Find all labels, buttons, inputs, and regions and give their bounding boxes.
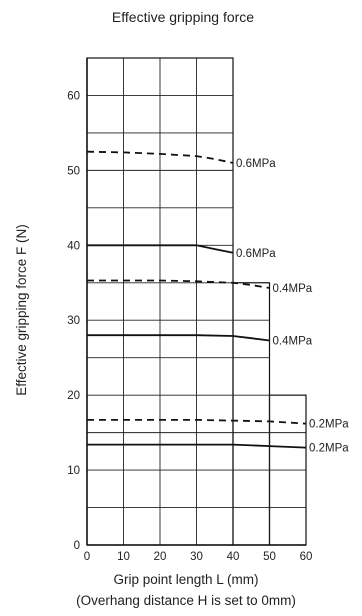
series-line-dashed <box>87 279 270 289</box>
series-label: 0.2MPa <box>309 419 349 431</box>
y-tick-label: 0 <box>74 540 80 552</box>
x-tick-label: 30 <box>190 551 203 563</box>
grid <box>86 57 307 546</box>
series-line-dashed <box>86 150 234 164</box>
series-line-dashed <box>87 418 307 425</box>
series-label: 0.6MPa <box>236 158 276 170</box>
series-label: 0.4MPa <box>273 335 313 347</box>
series-label: 0.4MPa <box>273 283 313 295</box>
y-tick-label: 20 <box>67 390 80 402</box>
chart-title: Effective gripping force <box>112 9 254 25</box>
series-label: 0.6MPa <box>236 248 276 260</box>
y-tick-label: 50 <box>67 165 80 177</box>
y-tick-label: 40 <box>67 240 80 252</box>
series-annotations: 0.6MPa 0.6MPa 0.4MPa 0.4MPa 0.2MPa 0.2MPa <box>236 158 349 455</box>
series-lines <box>86 150 307 449</box>
x-tick-label: 10 <box>117 551 130 563</box>
y-tick-label: 30 <box>67 315 80 327</box>
x-tick-label: 0 <box>84 551 90 563</box>
series-line-solid <box>87 244 234 254</box>
y-tick-label: 10 <box>67 465 80 477</box>
x-axis-label: Grip point length L (mm) <box>113 572 258 587</box>
x-tick-labels: 0 10 20 30 40 50 60 <box>84 551 313 563</box>
series-label: 0.2MPa <box>309 443 349 455</box>
grid-region <box>232 282 271 546</box>
x-tick-label: 60 <box>300 551 313 563</box>
x-tick-label: 50 <box>263 551 276 563</box>
y-tick-label: 60 <box>67 90 80 102</box>
y-tick-labels: 0 10 20 30 40 50 60 <box>67 90 80 552</box>
y-axis-label: Effective gripping force F (N) <box>14 224 29 396</box>
series-line-solid <box>87 443 307 449</box>
series-line-solid <box>87 334 270 342</box>
x-tick-label: 40 <box>227 551 240 563</box>
x-axis-note: (Overhang distance H is set to 0mm) <box>76 593 296 608</box>
x-tick-label: 20 <box>154 551 167 563</box>
